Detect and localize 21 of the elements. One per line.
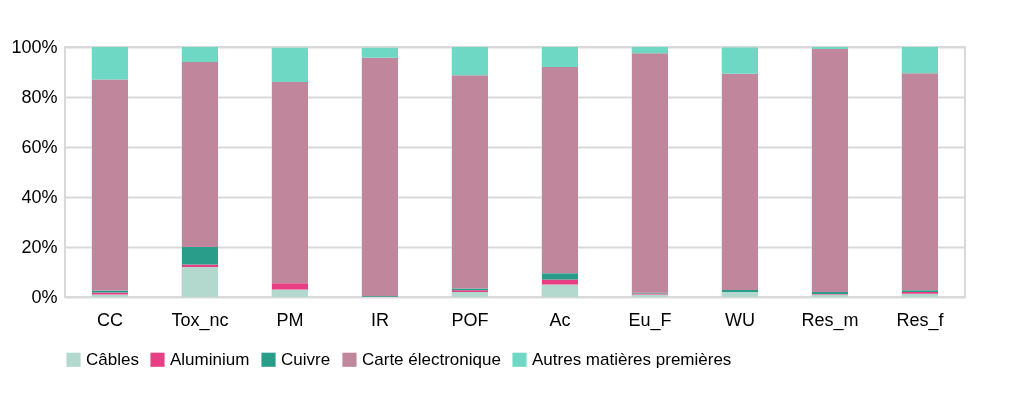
legend-label: Carte électronique xyxy=(362,349,501,369)
x-tick-label: WU xyxy=(725,309,755,330)
y-tick-label: 60% xyxy=(21,136,58,157)
x-tick-label: Tox_nc xyxy=(171,309,229,331)
legend-label: Autres matières premières xyxy=(532,349,732,369)
x-tick-label: Ac xyxy=(549,309,571,330)
x-tick-label: IR xyxy=(371,309,389,330)
legend-label: Aluminium xyxy=(170,349,250,369)
x-tick-label: CC xyxy=(97,309,123,330)
y-tick-label: 80% xyxy=(21,86,58,107)
legend-label: Cuivre xyxy=(281,349,331,369)
y-tick-label: 40% xyxy=(21,186,58,207)
x-tick-label: POF xyxy=(451,309,489,330)
x-tick-label: Res_f xyxy=(896,309,945,331)
x-tick-label: Eu_F xyxy=(628,309,672,331)
y-tick-label: 100% xyxy=(11,36,58,57)
y-tick-label: 20% xyxy=(21,236,58,257)
x-tick-label: Res_m xyxy=(801,309,859,331)
legend-label: Câbles xyxy=(86,349,139,369)
x-tick-label: PM xyxy=(276,309,304,330)
y-tick-label: 0% xyxy=(31,286,58,307)
